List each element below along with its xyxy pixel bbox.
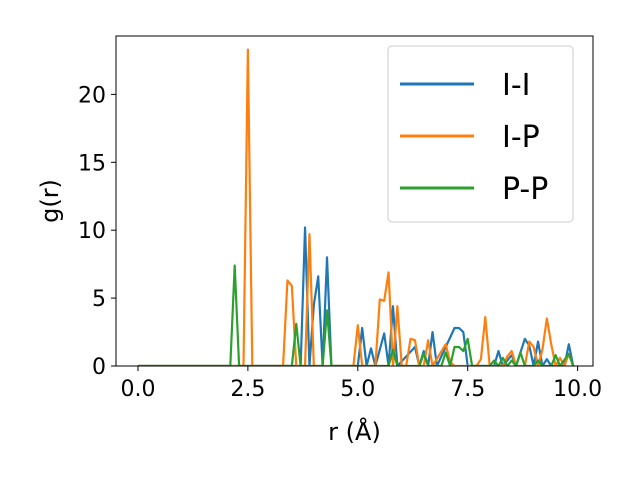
legend-label-i-i: I-I: [502, 68, 531, 103]
legend-label-i-p: I-P: [502, 120, 540, 155]
legend-box: [387, 45, 574, 223]
x-tick-label: 5.0: [340, 377, 375, 402]
y-axis-ticks: 0 5 10 15 20: [78, 83, 116, 380]
legend: I-I I-P P-P: [387, 45, 574, 223]
plot-area-frame: [115, 35, 594, 367]
y-tick-label: 20: [78, 83, 106, 108]
x-axis-ticks: 0.0 2.5 5.0 7.5 10.0: [120, 366, 602, 402]
x-tick-label: 0.0: [120, 377, 155, 402]
legend-label-p-p: P-P: [502, 172, 548, 207]
y-axis-label: g(r): [36, 179, 64, 223]
y-tick-label: 15: [78, 151, 106, 176]
y-tick-label: 0: [92, 355, 106, 380]
x-tick-label: 2.5: [230, 377, 265, 402]
series-line-i-p: [137, 48, 575, 366]
x-tick-label: 7.5: [450, 377, 485, 402]
series-line-p-p: [137, 264, 575, 366]
x-axis-label: r (Å): [328, 417, 381, 446]
y-tick-label: 5: [92, 287, 106, 312]
x-tick-label: 10.0: [553, 377, 602, 402]
y-tick-label: 10: [78, 219, 106, 244]
